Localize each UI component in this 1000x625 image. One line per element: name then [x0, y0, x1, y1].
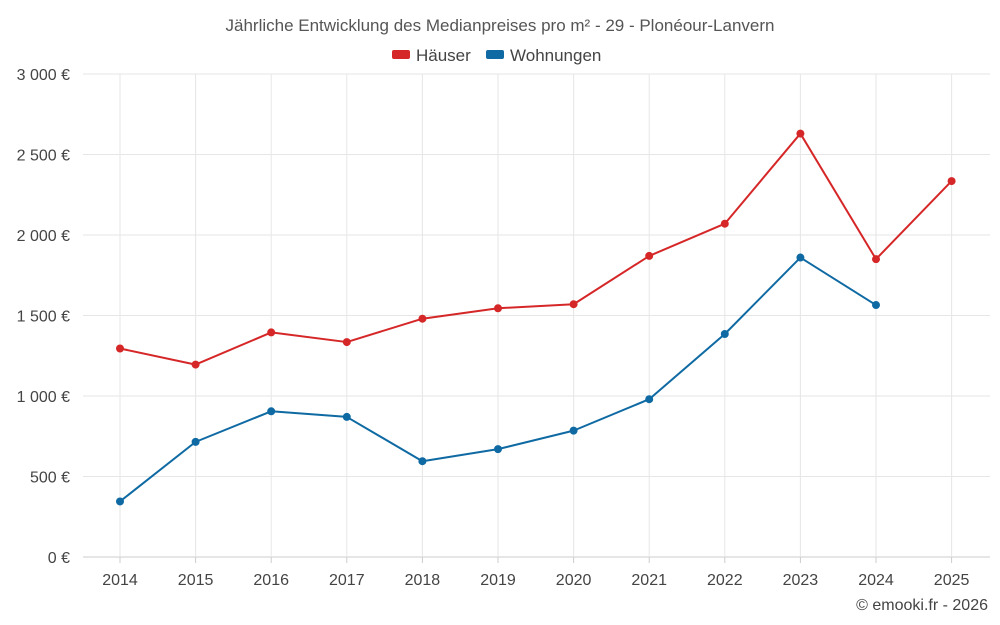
data-point-haeuser-2017[interactable] — [342, 338, 351, 347]
data-point-haeuser-2018[interactable] — [418, 314, 427, 323]
data-point-wohnungen-2021[interactable] — [645, 395, 654, 404]
data-point-wohnungen-2019[interactable] — [494, 445, 502, 454]
x-tick-label: 2024 — [858, 572, 894, 589]
x-tick-label: 2022 — [707, 572, 743, 589]
legend-label-haeuser[interactable]: Häuser — [416, 46, 471, 65]
data-point-haeuser-2024[interactable] — [872, 255, 880, 264]
data-point-haeuser-2022[interactable] — [720, 219, 729, 228]
y-tick-label: 1 500 € — [17, 309, 70, 326]
data-point-haeuser-2020[interactable] — [569, 300, 578, 309]
data-point-wohnungen-2023[interactable] — [796, 253, 805, 262]
series — [116, 129, 956, 506]
data-point-wohnungen-2022[interactable] — [720, 330, 729, 339]
data-point-haeuser-2023[interactable] — [796, 129, 805, 138]
x-tick-label: 2018 — [405, 572, 441, 589]
x-tick-label: 2017 — [329, 572, 365, 589]
data-point-haeuser-2016[interactable] — [267, 328, 276, 337]
y-axis: 0 € 500 € 1 000 € 1 500 € 2 000 € 2 500 € 3 00… — [17, 67, 70, 567]
data-point-haeuser-2015[interactable] — [191, 360, 200, 369]
y-tick-label: 3 000 € — [17, 67, 70, 84]
legend-swatch-haeuser — [392, 50, 410, 59]
data-point-wohnungen-2024[interactable] — [872, 301, 880, 310]
x-tick-label: 2025 — [934, 572, 970, 589]
data-point-wohnungen-2014[interactable] — [116, 497, 124, 506]
y-tick-label: 2 000 € — [17, 228, 70, 245]
x-tick-label: 2016 — [253, 572, 289, 589]
data-point-wohnungen-2015[interactable] — [191, 437, 200, 446]
data-point-wohnungen-2016[interactable] — [267, 407, 276, 416]
x-tick-label: 2014 — [102, 572, 138, 589]
x-tick-label: 2020 — [556, 572, 592, 589]
y-tick-label: 0 € — [48, 550, 70, 567]
x-axis: 2014 2015 2016 2017 2018 2019 2020 2021 2022 2023… — [102, 557, 969, 589]
data-point-haeuser-2025[interactable] — [947, 177, 956, 186]
credit-text: © emooki.fr - 2026 — [856, 597, 988, 614]
data-point-wohnungen-2020[interactable] — [569, 426, 578, 435]
legend-swatch-wohnungen — [486, 50, 504, 59]
x-tick-label: 2015 — [178, 572, 214, 589]
legend: Häuser Wohnungen — [392, 46, 601, 65]
data-point-haeuser-2021[interactable] — [645, 251, 654, 260]
x-tick-label: 2023 — [783, 572, 819, 589]
legend-label-wohnungen[interactable]: Wohnungen — [510, 46, 601, 65]
x-tick-label: 2019 — [480, 572, 516, 589]
series-line-haeuser — [119, 132, 953, 366]
data-point-wohnungen-2017[interactable] — [342, 412, 351, 421]
y-tick-label: 500 € — [30, 470, 70, 487]
grid — [83, 73, 990, 558]
data-point-wohnungen-2018[interactable] — [418, 457, 427, 466]
y-tick-label: 1 000 € — [17, 389, 70, 406]
x-tick-label: 2021 — [631, 572, 667, 589]
data-point-haeuser-2014[interactable] — [116, 344, 124, 353]
y-tick-label: 2 500 € — [17, 148, 70, 165]
chart-title: Jährliche Entwicklung des Medianpreises … — [226, 16, 775, 35]
data-point-haeuser-2019[interactable] — [494, 304, 502, 313]
